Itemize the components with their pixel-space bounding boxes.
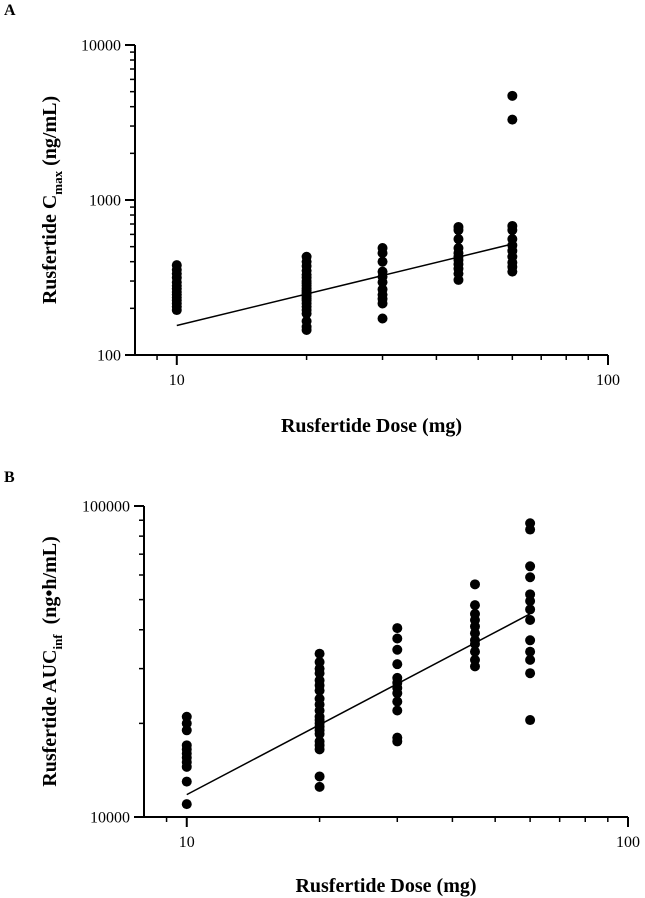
data-point [171,305,182,316]
y-tick-label: 100000 [82,499,130,516]
data-point [525,595,536,606]
data-point [392,633,403,644]
data-point [314,685,325,696]
panel-a: A 100 1000 10000 10 100 Rusfertide Dose (mg) R… [4,2,620,438]
data-point [525,668,536,679]
data-point [377,248,388,259]
data-point [469,638,480,649]
data-point [453,225,464,236]
data-point [469,628,480,639]
y-axis-title-subscript: max [50,170,65,194]
y-axis-title-units: (ng•h/mL) [39,536,61,634]
y-tick-label: 10000 [90,810,130,827]
data-point [525,561,536,572]
data-point [469,661,480,672]
data-point [181,725,192,736]
data-point [377,298,388,309]
data-point [525,646,536,657]
data-point [301,324,312,335]
data-point [507,266,518,277]
data-point [181,799,192,810]
y-axis-title-main: Rusfertide AUC [39,650,61,787]
x-axis-title: Rusfertide Dose (mg) [281,415,462,437]
data-point [314,668,325,679]
data-point [314,728,325,739]
data-point [453,274,464,285]
x-axis-title: Rusfertide Dose (mg) [295,875,476,897]
data-point [314,771,325,782]
y-axis-title-units: (ng/mL) [39,96,61,171]
auc-chart: 10000 100000 10 100 Rusfertide Dose (mg) Rusf… [39,499,640,898]
data-point [392,705,403,716]
data-point [525,715,536,726]
data-point [453,234,464,245]
data-point [377,313,388,324]
y-tick-label: 1000 [89,193,121,210]
data-point [525,572,536,583]
data-point [469,579,480,590]
data-point [181,776,192,787]
data-point [314,781,325,792]
data-point [469,646,480,657]
y-tick-label: 100 [97,348,121,365]
y-axis-title-main: Rusfertide C [39,195,61,304]
data-point [525,604,536,615]
panel-label: A [4,2,16,19]
data-point [181,718,192,729]
data-point [314,648,325,659]
y-axis-title: Rusfertide Cmax (ng/mL) [39,96,65,304]
data-point [314,744,325,755]
data-point [392,623,403,634]
data-point [392,644,403,655]
panel-b: B 10000 100000 10 100 Rusfertide Dose (mg) Ru… [0,449,645,898]
data-point [507,90,518,101]
data-point [507,225,518,236]
data-point [392,688,403,699]
data-point [392,736,403,747]
y-tick-label: 10000 [81,38,121,55]
x-tick-label: 100 [596,372,620,389]
data-point [525,635,536,646]
data-point [392,659,403,670]
x-tick-label: 10 [179,834,195,851]
data-point [525,654,536,665]
x-tick-label: 100 [616,834,640,851]
data-point [525,524,536,535]
cmax-chart: 100 1000 10000 10 100 Rusfertide Dose (mg) Rus… [39,38,620,438]
y-axis-title-subscript: inf [50,634,65,650]
data-point [301,308,312,319]
data-point [181,761,192,772]
data-point [377,277,388,288]
data-point [507,114,518,125]
data-point [377,256,388,267]
y-axis-title: Rusfertide AUCinf (ng•h/mL) [39,536,65,787]
panel-label: B [4,469,15,486]
data-point [525,614,536,625]
data-point [392,696,403,707]
x-tick-label: 10 [169,372,185,389]
data-point [469,600,480,611]
